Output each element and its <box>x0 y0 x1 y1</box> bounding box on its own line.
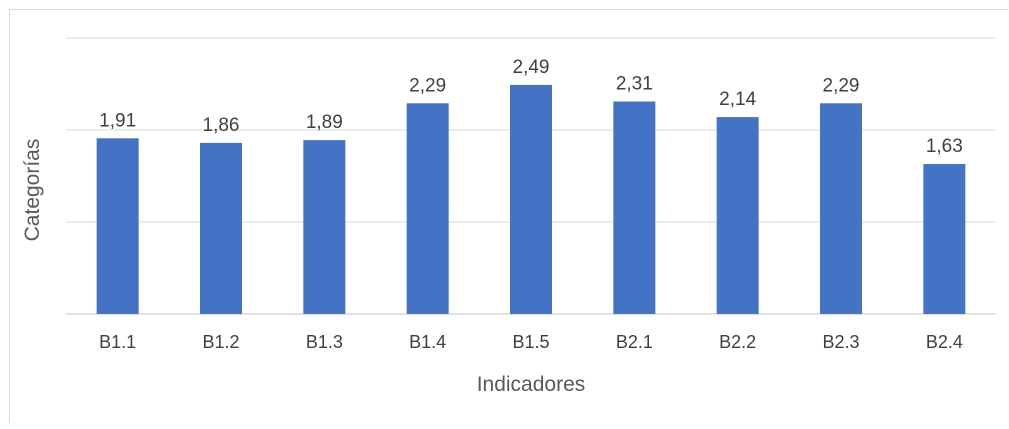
bar-B1.2 <box>200 142 242 314</box>
bar-B2.3 <box>820 103 862 314</box>
x-tick-label-B2.1: B2.1 <box>616 332 653 352</box>
x-tick-label-B1.2: B1.2 <box>202 332 239 352</box>
y-axis-title: Categorías <box>21 139 44 242</box>
x-tick-label-B1.4: B1.4 <box>409 332 446 352</box>
x-tick-label-B2.3: B2.3 <box>822 332 859 352</box>
x-tick-label-B1.5: B1.5 <box>512 332 549 352</box>
data-label-B2.4: 1,63 <box>926 136 963 157</box>
bar-B2.2 <box>716 117 759 315</box>
bar-chart: 1,91 1,86 1,89 2,29 2,49 2,31 2,14 2,29 1,63 B1.… <box>21 37 996 396</box>
x-tick-label-B2.2: B2.2 <box>719 332 756 352</box>
data-label-B1.3: 1,89 <box>306 112 343 133</box>
data-label-B1.5: 2,49 <box>513 57 550 78</box>
bar-B1.4 <box>406 103 449 314</box>
x-tick-label-B1.1: B1.1 <box>99 332 136 352</box>
x-tick-labels: B1.1 B1.2 B1.3 B1.4 B1.5 B2.1 B2.2 B2.3 B2.4 <box>99 332 963 352</box>
x-axis-title: Indicadores <box>477 373 586 396</box>
chart-frame: 1,91 1,86 1,89 2,29 2,49 2,31 2,14 2,29 1,63 B1.… <box>9 9 1008 423</box>
data-label-B1.4: 2,29 <box>409 75 446 96</box>
data-labels: 1,91 1,86 1,89 2,29 2,49 2,31 2,14 2,29 1,63 <box>99 57 963 157</box>
x-tick-label-B1.3: B1.3 <box>306 332 343 352</box>
bar-B1.5 <box>510 84 552 314</box>
data-label-B2.2: 2,14 <box>719 89 756 110</box>
data-label-B2.3: 2,29 <box>823 75 860 96</box>
bar-B2.4 <box>923 164 966 314</box>
bars <box>96 84 966 315</box>
bar-B1.1 <box>96 138 139 314</box>
bar-B2.1 <box>613 101 656 314</box>
data-label-B1.2: 1,86 <box>203 115 240 136</box>
x-tick-label-B2.4: B2.4 <box>926 332 963 352</box>
data-label-B2.1: 2,31 <box>616 73 653 94</box>
data-label-B1.1: 1,91 <box>99 110 136 131</box>
bar-B1.3 <box>303 140 346 314</box>
